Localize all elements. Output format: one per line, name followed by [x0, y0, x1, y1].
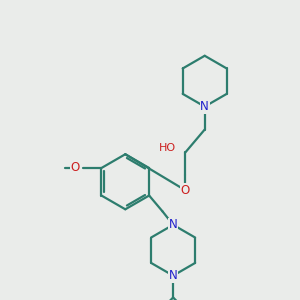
Text: N: N [169, 269, 178, 282]
Text: N: N [169, 218, 178, 231]
Text: HO: HO [158, 143, 176, 153]
Text: O: O [71, 161, 80, 174]
Text: N: N [200, 100, 209, 113]
Text: O: O [181, 184, 190, 197]
